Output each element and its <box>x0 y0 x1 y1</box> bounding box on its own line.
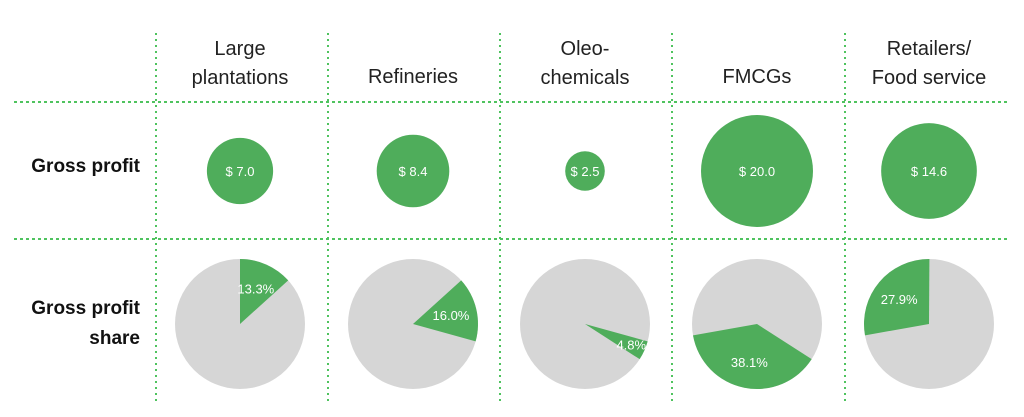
column-header: Refineries <box>368 66 458 88</box>
gross-profit-bubble <box>376 134 450 208</box>
row-label-gross-profit-share: Gross profit <box>31 298 140 319</box>
gross-profit-label: $ 8.4 <box>399 164 428 179</box>
gross-profit-label: $ 7.0 <box>226 164 255 179</box>
gross-profit-bubble <box>701 115 813 227</box>
gross-profit-label: $ 20.0 <box>739 164 775 179</box>
gross-profit-bubble <box>565 151 605 191</box>
pie-slice-label: 38.1% <box>731 355 768 370</box>
pie-slice-label: 4.8% <box>616 338 646 353</box>
column-header: Oleo- <box>561 38 610 60</box>
pie-slice <box>413 280 478 342</box>
pie-slice-label: 16.0% <box>433 308 470 323</box>
pie-slice <box>585 324 648 360</box>
gross-profit-label: $ 2.5 <box>571 164 600 179</box>
column-header: Retailers/ <box>887 38 972 60</box>
column-header: FMCGs <box>723 66 792 88</box>
gross-profit-bubble <box>881 123 977 219</box>
row-label-gross-profit-share: share <box>89 328 140 349</box>
column-header: Large <box>214 38 265 60</box>
column-header: chemicals <box>541 67 630 89</box>
column-header: Food service <box>872 67 987 89</box>
pie-slice <box>693 324 812 389</box>
pie-slice-label: 27.9% <box>881 292 918 307</box>
pie-slice-label: 13.3% <box>237 281 274 296</box>
pie-slice <box>240 259 289 324</box>
gross-profit-label: $ 14.6 <box>911 164 947 179</box>
gross-profit-bubble <box>206 137 274 205</box>
row-label-gross-profit: Gross profit <box>31 156 140 177</box>
column-header: plantations <box>192 67 289 89</box>
pie-slice <box>864 259 930 336</box>
